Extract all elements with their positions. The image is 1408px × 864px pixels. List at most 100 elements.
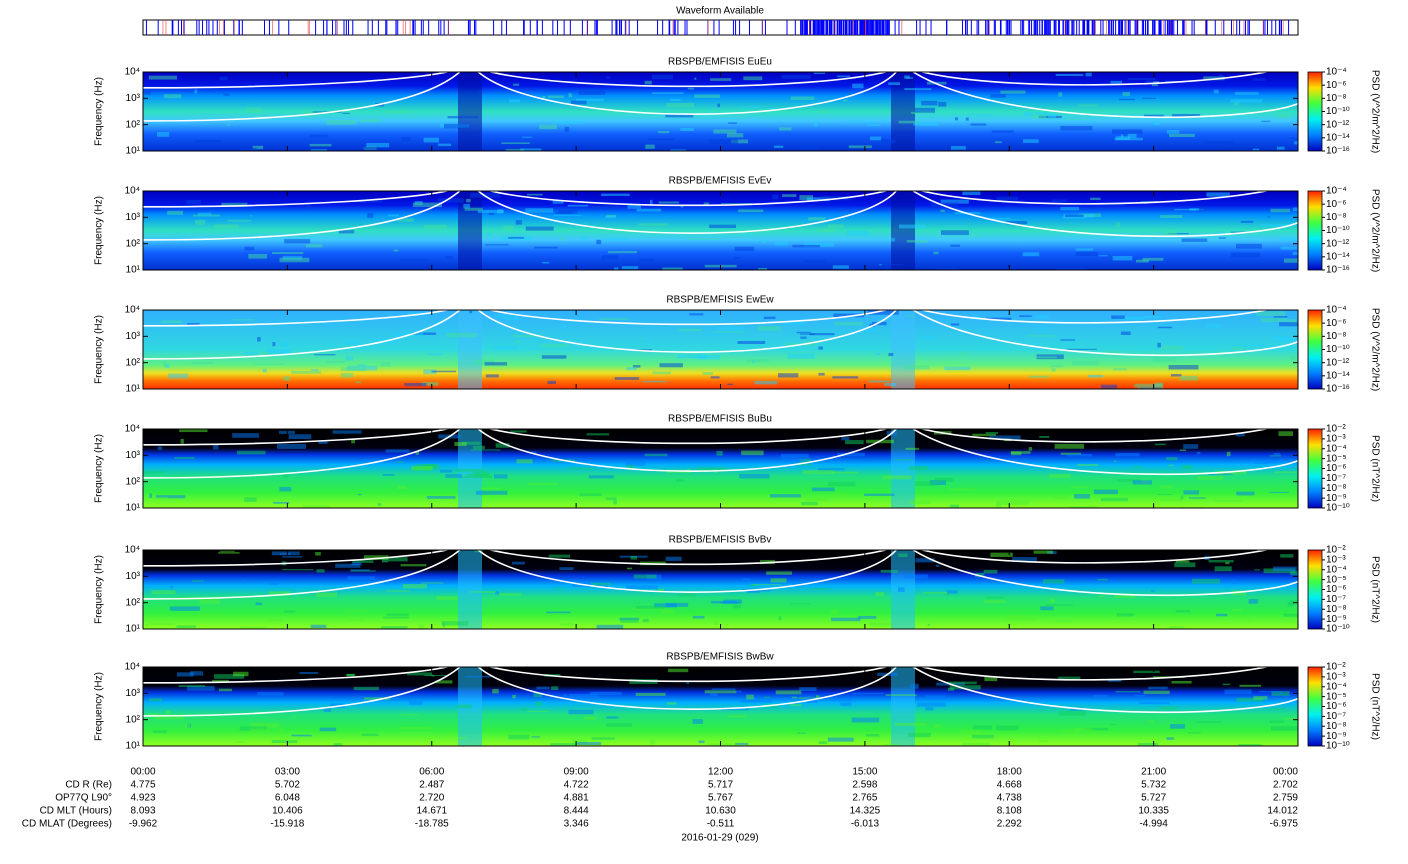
texture [360, 119, 381, 123]
perigee-band [458, 191, 482, 270]
colorbar-tick-label: 10⁻⁴ [1326, 186, 1347, 197]
texture [342, 112, 350, 114]
texture [345, 356, 354, 361]
texture [525, 208, 554, 213]
texture [676, 479, 684, 482]
texture [1005, 221, 1028, 225]
colorbar-tick-label: 10⁻⁴ [1326, 443, 1347, 454]
x-tick-label: 18:00 [997, 767, 1022, 778]
texture [986, 596, 1004, 599]
texture [305, 244, 323, 248]
texture [563, 694, 567, 697]
texture [485, 244, 509, 246]
texture [473, 445, 485, 450]
texture [316, 569, 325, 573]
texture [1074, 493, 1090, 499]
texture [995, 503, 1002, 508]
texture [1005, 615, 1038, 621]
texture [153, 714, 184, 720]
texture [1064, 119, 1091, 121]
texture [1058, 92, 1063, 97]
texture [345, 673, 355, 676]
gyrofrequency-line [143, 310, 461, 360]
texture [505, 149, 525, 151]
texture [1012, 557, 1037, 563]
texture [411, 466, 433, 471]
texture [508, 734, 530, 740]
texture [1035, 314, 1049, 319]
texture [323, 706, 331, 712]
texture [1045, 604, 1073, 606]
texture [309, 134, 328, 138]
texture [894, 722, 927, 726]
colorbar-tick-label: 10⁻⁶ [1326, 318, 1347, 329]
texture [533, 692, 543, 698]
texture [280, 342, 289, 347]
texture [831, 471, 859, 474]
texture [677, 354, 708, 359]
texture [291, 734, 312, 737]
gyrofrequency-line [487, 667, 889, 683]
texture [1153, 81, 1160, 83]
texture [552, 199, 564, 204]
texture [412, 202, 442, 208]
texture [1067, 453, 1092, 457]
texture [945, 77, 957, 80]
ephemeris-value: 5.767 [708, 793, 733, 804]
texture [214, 674, 245, 679]
texture [1289, 354, 1297, 360]
gyrofrequency-line [911, 429, 1298, 476]
ephemeris-value: 8.444 [564, 806, 589, 817]
texture [717, 326, 745, 332]
texture [569, 694, 600, 699]
texture [591, 205, 619, 210]
texture [1066, 348, 1097, 350]
gyrofrequency-line [477, 550, 898, 593]
texture [1196, 451, 1201, 455]
texture [442, 329, 450, 333]
colorbar-tick-label: 10⁻⁵ [1326, 691, 1347, 702]
texture [913, 122, 939, 126]
texture [635, 692, 666, 696]
ephemeris-value: 8.108 [997, 806, 1022, 817]
texture [1247, 344, 1267, 346]
texture [1252, 78, 1266, 81]
texture [933, 723, 941, 729]
texture [934, 267, 957, 270]
texture [845, 440, 864, 445]
ephemeris-value: 2.598 [852, 780, 877, 791]
texture [711, 600, 737, 604]
texture [534, 246, 558, 249]
colorbar-tick-label: 10⁻⁷ [1326, 473, 1346, 484]
texture [185, 723, 191, 728]
ephemeris-value: 4.775 [130, 780, 155, 791]
texture [1060, 206, 1079, 211]
texture [710, 376, 720, 379]
perigee-band [458, 310, 482, 389]
texture [1072, 360, 1099, 366]
texture [1166, 457, 1178, 461]
texture [407, 672, 433, 676]
texture [1230, 99, 1263, 103]
texture [1087, 374, 1104, 378]
texture [626, 585, 658, 589]
texture [626, 567, 632, 570]
texture [382, 560, 389, 563]
texture [620, 618, 639, 623]
texture [423, 137, 439, 143]
texture [335, 563, 361, 568]
texture [880, 139, 896, 144]
perigee-band [891, 310, 915, 389]
texture [1093, 489, 1118, 495]
texture [579, 236, 586, 239]
texture [909, 466, 929, 471]
x-tick-label: 15:00 [852, 767, 877, 778]
texture [397, 485, 407, 490]
ephemeris-value: 4.923 [130, 793, 155, 804]
texture [804, 242, 834, 247]
texture [1036, 327, 1049, 330]
texture [1218, 74, 1224, 80]
texture [148, 75, 177, 80]
texture [1145, 80, 1154, 82]
